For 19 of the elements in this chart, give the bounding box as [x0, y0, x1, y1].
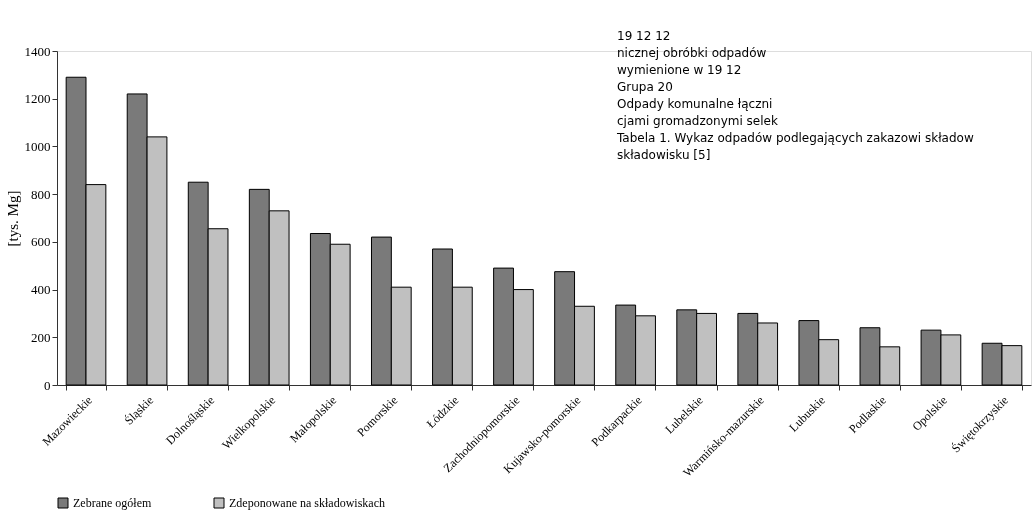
annotation: cjami gromadzonymi selek: [617, 114, 778, 128]
y-tick-label: 400: [31, 282, 51, 298]
y-axis-title: [tys. Mg]: [4, 190, 21, 247]
text: 19 12 12: [617, 29, 671, 43]
y-tick-label: 1400: [24, 43, 51, 59]
annotation: wymienione w 19 12: [617, 63, 742, 77]
annotation: Odpady komunalne łączni: [617, 97, 773, 111]
legend-label: Zebrane ogółem: [73, 496, 152, 510]
y-tick-label: 600: [31, 234, 51, 250]
y-tick-label: 1200: [24, 91, 51, 107]
annotation: nicznej obróbki odpadów: [617, 46, 767, 60]
annotation: składowisku [5]: [617, 148, 711, 162]
y-tick-label: 0: [44, 377, 51, 393]
y-tick-label: 800: [31, 186, 51, 202]
legend-label: Zdeponowane na składowiskach: [229, 496, 385, 510]
y-tick-label: 200: [31, 329, 51, 345]
y-tick-label: 1000: [24, 138, 51, 154]
annotation: Grupa 20: [617, 80, 673, 94]
annotation: Tabela 1. Wykaz odpadów podlegających zakazowi składow: [616, 131, 974, 145]
